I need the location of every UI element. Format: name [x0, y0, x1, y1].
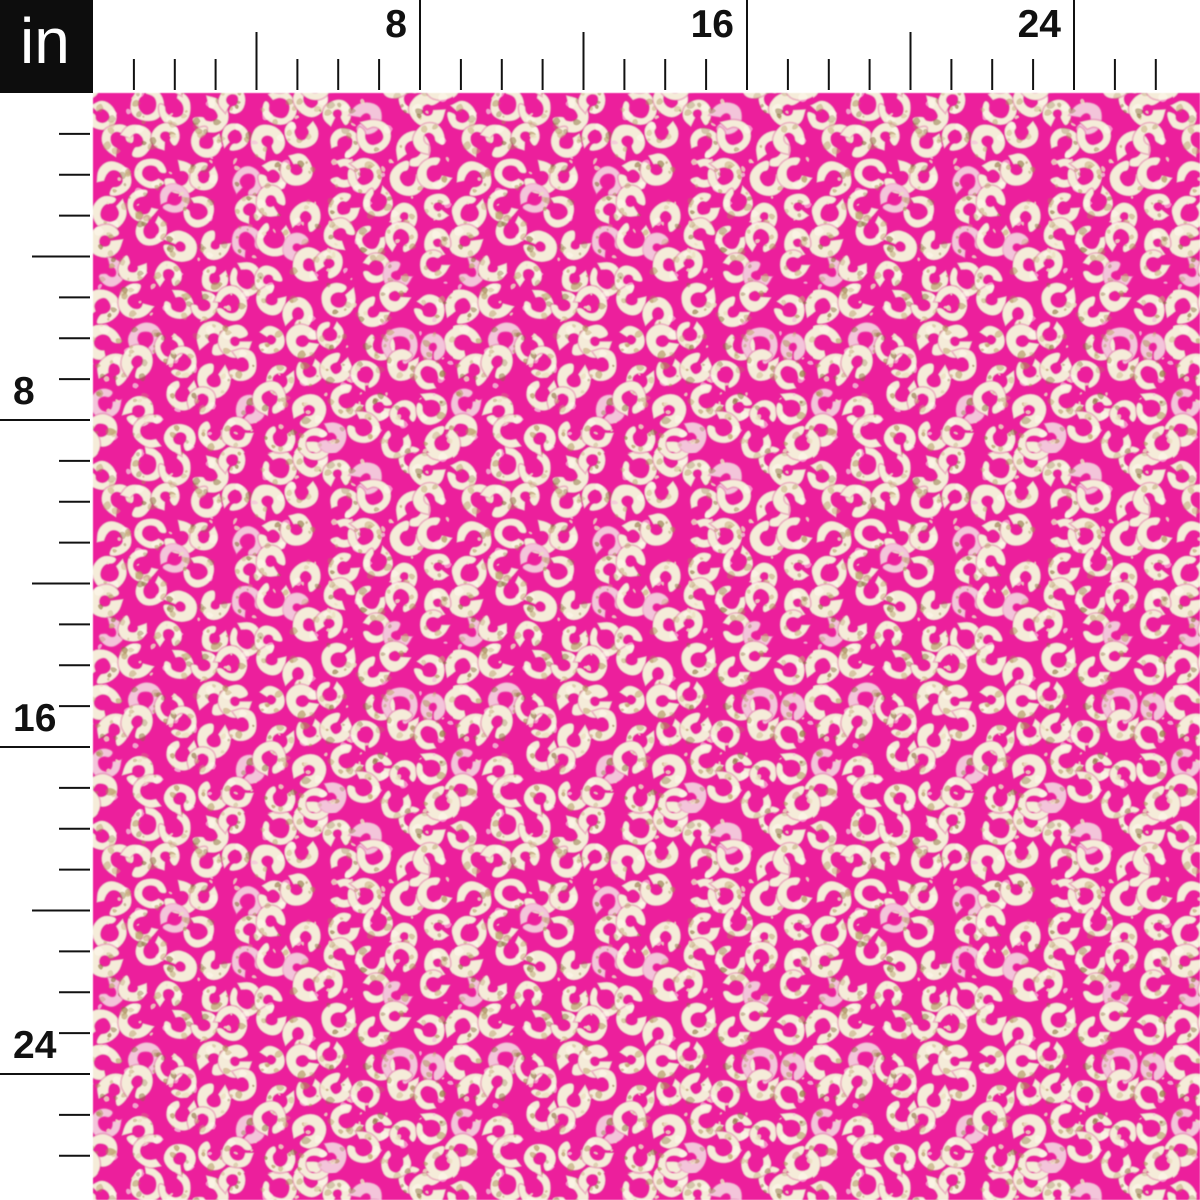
svg-text:24: 24 [1018, 3, 1062, 46]
svg-text:16: 16 [691, 3, 734, 46]
svg-text:16: 16 [13, 697, 56, 740]
svg-text:8: 8 [385, 3, 407, 46]
svg-text:24: 24 [13, 1024, 57, 1067]
svg-text:8: 8 [13, 370, 35, 413]
